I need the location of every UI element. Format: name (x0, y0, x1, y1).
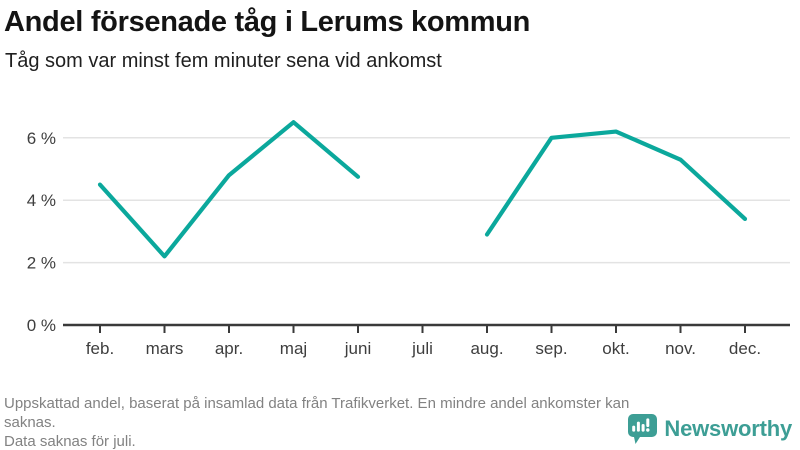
x-axis-label: dec. (729, 339, 761, 358)
line-chart: 0 % 2 % 4 % 6 % feb. mars apr. maj juni juli aug. s… (0, 98, 800, 363)
x-axis-label: sep. (535, 339, 567, 358)
y-axis-label: 2 % (27, 254, 56, 273)
line-chart-svg: 0 % 2 % 4 % 6 % feb. mars apr. maj juni juli aug. s… (27, 120, 790, 358)
newsworthy-wordmark: Newsworthy (664, 416, 792, 441)
footnote-source: Uppskattad andel, baserat på insamlad da… (4, 395, 630, 431)
y-axis-label: 0 % (27, 316, 56, 335)
x-axis-label: juli (411, 339, 433, 358)
x-axis-label: aug. (470, 339, 503, 358)
x-axis-label: mars (146, 339, 184, 358)
x-axis-label: juni (344, 339, 371, 358)
x-axis-label: okt. (602, 339, 629, 358)
y-axis-label: 6 % (27, 129, 56, 148)
data-series-line (484, 129, 748, 237)
y-axis-label: 4 % (27, 191, 56, 210)
page-title: Andel försenade tåg i Lerums kommun (4, 6, 531, 38)
newsworthy-bubble-chart-icon (628, 414, 658, 444)
newsworthy-logo: Newsworthy (627, 413, 792, 445)
footnote-missing-data: Data saknas för juli. (4, 433, 136, 450)
page-subtitle: Tåg som var minst fem minuter sena vid a… (5, 50, 442, 72)
chart-footnotes: Uppskattad andel, baserat på insamlad da… (4, 394, 634, 450)
x-axis-label: nov. (665, 339, 696, 358)
x-axis-label: feb. (86, 339, 114, 358)
x-axis-label: apr. (215, 339, 243, 358)
x-axis-label: maj (280, 339, 307, 358)
data-series-line (97, 120, 361, 259)
